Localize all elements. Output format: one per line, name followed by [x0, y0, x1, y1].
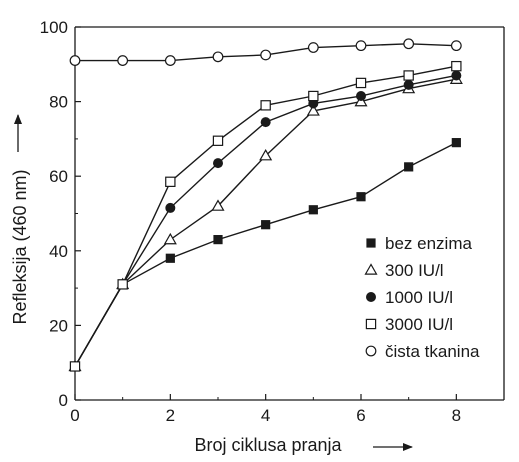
legend-marker — [366, 238, 376, 248]
data-point — [260, 49, 272, 61]
data-point — [259, 148, 273, 161]
legend-label: čista tkanina — [385, 342, 480, 361]
data-point — [403, 38, 415, 50]
legend-marker — [366, 292, 376, 302]
data-point — [403, 79, 414, 90]
data-point — [117, 55, 129, 66]
data-point — [451, 60, 462, 72]
data-point — [164, 55, 176, 66]
legend-label: 3000 IU/l — [385, 315, 453, 334]
legend: bez enzima 300 IU/l 1000 IU/l 3000 IU/l čist… — [364, 234, 480, 361]
y-tick-label: 0 — [59, 391, 68, 410]
data-point — [69, 361, 81, 372]
legend-label: 1000 IU/l — [385, 288, 453, 307]
data-point — [355, 40, 367, 52]
data-point — [307, 42, 319, 53]
y-axis-label: Refleksija (460 nm) — [10, 169, 30, 324]
legend-marker — [365, 318, 377, 330]
data-point — [403, 70, 414, 81]
data-point — [165, 202, 176, 213]
x-tick-label: 6 — [356, 406, 365, 425]
y-tick-label: 60 — [49, 167, 68, 186]
data-point — [212, 135, 224, 146]
axes-layer: 0 20 40 60 80 100 0 2 4 6 8 — [14, 18, 505, 451]
data-point — [306, 104, 320, 116]
data-point — [261, 220, 271, 230]
legend-marker — [365, 345, 377, 357]
y-tick-label: 100 — [40, 18, 68, 37]
y-tick-label: 40 — [49, 242, 68, 261]
x-tick-label: 0 — [70, 406, 79, 425]
legend-marker — [364, 263, 378, 275]
legend-label: 300 IU/l — [385, 261, 444, 280]
data-point — [451, 138, 461, 148]
data-point — [404, 162, 414, 172]
data-point — [356, 91, 366, 102]
y-tick-label: 80 — [49, 93, 68, 112]
x-tick-label: 4 — [261, 406, 270, 425]
y-tick-label: 20 — [49, 316, 68, 335]
x-axis-label: Broj ciklusa pranja — [194, 435, 342, 455]
legend-label: bez enzima — [385, 234, 472, 253]
data-point — [163, 232, 177, 245]
data-point — [356, 192, 366, 202]
data-point — [165, 253, 175, 263]
series-layer — [68, 38, 463, 372]
data-point — [308, 205, 318, 215]
data-point — [212, 51, 224, 63]
data-point — [211, 199, 225, 211]
data-point — [213, 235, 223, 245]
data-point — [451, 70, 462, 81]
data-point — [355, 77, 367, 89]
x-tick-label: 8 — [452, 406, 461, 425]
data-point — [213, 158, 223, 169]
data-point — [308, 90, 319, 102]
data-point — [450, 40, 462, 52]
data-point — [260, 100, 271, 111]
data-point — [260, 117, 271, 128]
x-tick-label: 2 — [166, 406, 175, 425]
data-point — [165, 176, 176, 187]
data-point — [69, 55, 81, 66]
data-point — [117, 279, 128, 290]
